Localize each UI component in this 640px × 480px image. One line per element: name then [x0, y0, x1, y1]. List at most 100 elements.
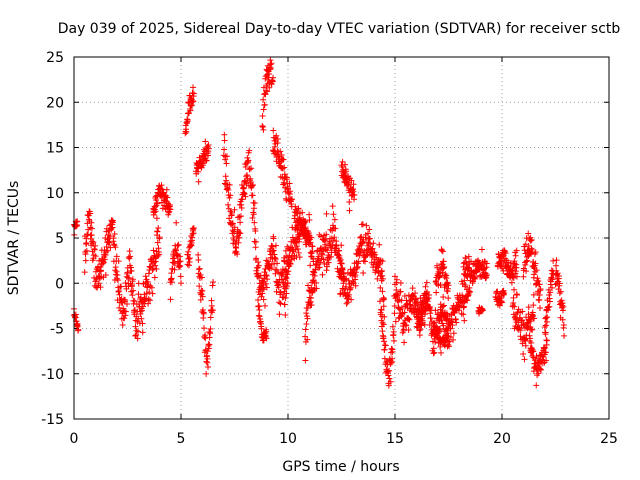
data-point — [127, 253, 134, 260]
data-point — [190, 84, 197, 91]
data-point — [267, 66, 274, 73]
plot-frame — [73, 56, 610, 420]
data-point — [359, 221, 366, 228]
data-point — [259, 124, 266, 131]
data-point — [146, 289, 153, 296]
data-point — [102, 272, 109, 279]
data-point — [197, 296, 204, 303]
data-point — [270, 247, 277, 254]
data-point — [435, 310, 442, 317]
data-point — [281, 164, 288, 171]
data-point — [438, 349, 445, 356]
data-point — [201, 325, 208, 332]
data-point — [250, 211, 257, 218]
data-point — [386, 375, 393, 382]
data-point — [259, 122, 266, 129]
data-point — [343, 168, 350, 175]
data-point — [332, 225, 339, 232]
data-point — [536, 297, 543, 304]
data-point — [196, 154, 203, 161]
data-point — [185, 255, 192, 262]
data-point — [288, 196, 295, 203]
data-point — [501, 290, 508, 297]
data-point — [186, 255, 193, 262]
data-point — [421, 321, 428, 328]
data-point — [367, 241, 374, 248]
data-point — [343, 283, 350, 290]
data-point — [450, 336, 457, 343]
data-point — [115, 258, 122, 265]
data-point — [376, 241, 383, 248]
data-point — [412, 296, 419, 303]
data-point — [444, 330, 451, 337]
data-point — [529, 326, 536, 333]
data-point — [284, 280, 291, 287]
data-point — [225, 187, 232, 194]
data-point — [88, 225, 95, 232]
data-point — [329, 203, 336, 210]
data-point — [277, 148, 284, 155]
data-point — [261, 302, 268, 309]
data-point — [405, 327, 412, 334]
data-point — [455, 307, 462, 314]
data-point — [392, 273, 398, 280]
data-point — [133, 327, 140, 334]
data-point — [437, 343, 444, 350]
data-point — [388, 358, 395, 365]
data-point — [231, 206, 238, 213]
data-point — [96, 275, 103, 282]
x-tick-label: 20 — [493, 431, 511, 447]
data-point — [287, 188, 294, 195]
data-point — [184, 117, 191, 124]
data-point — [267, 65, 274, 72]
data-point — [209, 306, 216, 313]
data-point — [323, 267, 330, 274]
data-point — [106, 239, 113, 246]
data-point — [448, 318, 455, 325]
data-point — [152, 208, 159, 215]
data-point — [401, 309, 408, 316]
data-point — [248, 165, 255, 172]
data-point — [501, 247, 508, 254]
data-point — [445, 282, 452, 289]
data-point — [553, 257, 560, 264]
data-point — [261, 101, 268, 108]
data-point — [129, 276, 136, 283]
data-point — [246, 147, 253, 154]
data-point — [445, 295, 452, 302]
data-point — [418, 322, 425, 329]
data-point — [87, 210, 94, 217]
data-point — [338, 260, 345, 267]
data-point — [127, 264, 134, 271]
data-point — [524, 257, 531, 264]
data-point — [202, 138, 209, 145]
data-point — [375, 264, 382, 271]
data-point — [138, 307, 145, 314]
data-point — [536, 291, 543, 298]
data-point — [242, 193, 249, 200]
data-point — [452, 316, 459, 323]
data-point — [264, 88, 271, 95]
data-point — [200, 310, 207, 317]
data-point — [341, 161, 348, 168]
data-point — [144, 278, 151, 285]
data-point — [513, 247, 520, 254]
data-point — [483, 260, 490, 267]
data-point — [203, 370, 210, 377]
data-point — [248, 183, 255, 190]
data-point — [232, 241, 239, 248]
data-point — [513, 264, 520, 271]
data-point — [154, 239, 161, 246]
data-point — [122, 308, 129, 315]
data-point — [263, 272, 270, 279]
data-point — [98, 267, 105, 274]
data-point — [389, 355, 396, 362]
data-point — [75, 326, 82, 333]
data-point — [280, 156, 287, 163]
data-point — [264, 276, 271, 283]
data-point — [296, 236, 303, 243]
data-point — [205, 145, 212, 152]
data-point — [252, 239, 259, 246]
data-point — [357, 234, 364, 241]
data-point — [438, 247, 445, 254]
